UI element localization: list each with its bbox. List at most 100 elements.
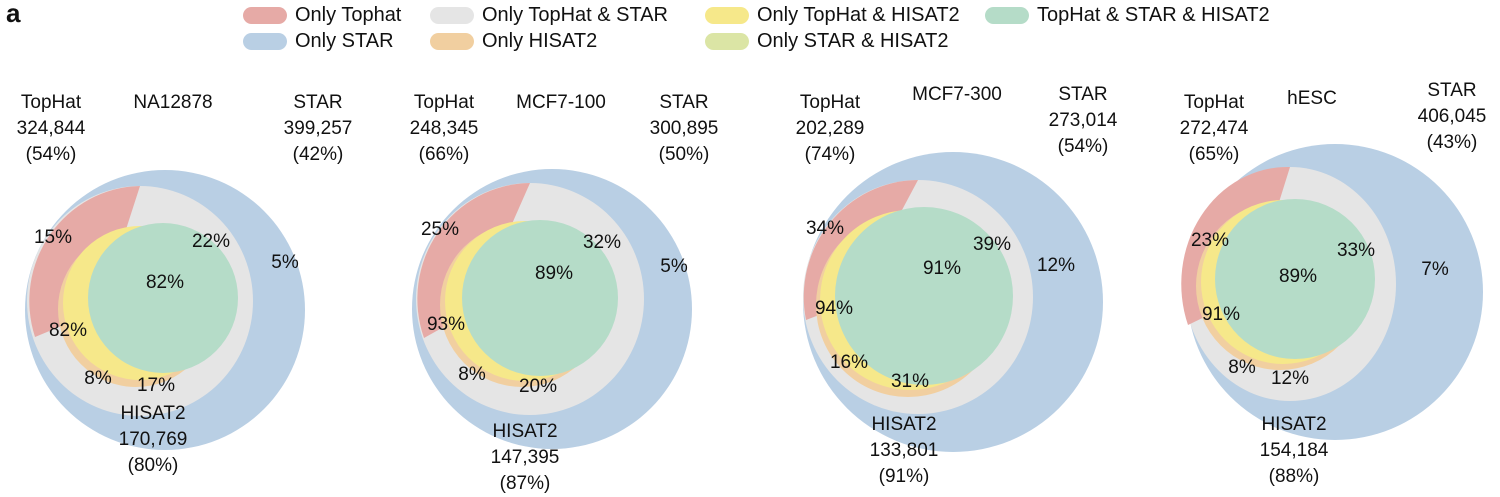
tophat-label: TopHat 324,844 (54%) (8, 90, 94, 168)
legend-item-all-three: TopHat & STAR & HISAT2 (985, 4, 1270, 27)
hisat-name: HISAT2 (492, 421, 558, 442)
star-count: 399,257 (283, 118, 353, 139)
star-name: STAR (1058, 84, 1108, 105)
panel-letter: a (6, 0, 21, 28)
pct-all-three: 89% (1278, 266, 1318, 287)
pct-star-hisat: 31% (890, 371, 930, 392)
pct-tophat-hisat: 94% (814, 298, 854, 319)
legend-label: TopHat & STAR & HISAT2 (1037, 4, 1270, 26)
star-count: 406,045 (1417, 106, 1487, 127)
legend-swatch (243, 7, 287, 24)
pct-tophat-only: 15% (33, 227, 73, 248)
pct-tophat-star: 32% (582, 232, 622, 253)
legend-label: Only Tophat (295, 4, 402, 26)
tophat-count: 272,474 (1179, 118, 1249, 139)
tophat-label: TopHat 248,345 (66%) (398, 90, 490, 168)
hisat-pct: (80%) (127, 455, 179, 476)
tophat-count: 202,289 (795, 118, 865, 139)
venn-title: MCF7-300 (912, 84, 1002, 105)
tophat-pct: (65%) (1188, 144, 1240, 165)
venn-hesc: TopHat 272,474 (65%) hESC STAR 406,045 (… (1140, 80, 1500, 490)
pct-star-only: 5% (660, 256, 688, 277)
legend-label: Only STAR (295, 30, 394, 52)
hisat-count: 154,184 (1259, 440, 1329, 461)
legend: Only Tophat Only STAR Only TopHat & STAR… (0, 0, 1500, 60)
pct-star-only: 5% (271, 252, 299, 273)
star-pct: (43%) (1426, 132, 1478, 153)
pct-tophat-star: 33% (1336, 240, 1376, 261)
tophat-label: TopHat 202,289 (74%) (778, 90, 882, 168)
hisat-count: 133,801 (869, 440, 939, 461)
legend-item-only-star: Only STAR (243, 30, 394, 53)
legend-item-only-tophat-hisat2: Only TopHat & HISAT2 (705, 4, 960, 27)
pct-tophat-only: 34% (805, 218, 845, 239)
star-label: STAR 406,045 (43%) (1407, 78, 1497, 156)
venn-circles (25, 170, 305, 450)
legend-label: Only STAR & HISAT2 (757, 30, 949, 52)
star-label: STAR 399,257 (42%) (268, 90, 368, 168)
star-label: STAR 273,014 (54%) (1033, 82, 1133, 160)
tophat-count: 248,345 (409, 118, 479, 139)
hisat-count: 147,395 (490, 447, 560, 468)
all-three-region (88, 223, 238, 373)
pct-star-only: 12% (1036, 255, 1076, 276)
hisat-count: 170,769 (118, 429, 188, 450)
star-count: 300,895 (649, 118, 719, 139)
pct-tophat-hisat: 91% (1201, 304, 1241, 325)
legend-item-only-hisat2: Only HISAT2 (430, 30, 597, 53)
star-name: STAR (1427, 80, 1477, 101)
tophat-pct: (66%) (418, 144, 470, 165)
legend-swatch (705, 33, 749, 50)
hisat-label: HISAT2 133,801 (91%) (854, 412, 954, 490)
tophat-pct: (54%) (25, 144, 77, 165)
venn-circles (803, 152, 1103, 452)
tophat-pct: (74%) (804, 144, 856, 165)
tophat-count: 324,844 (16, 118, 86, 139)
pct-tophat-hisat: 93% (426, 314, 466, 335)
hisat-label: HISAT2 170,769 (80%) (103, 401, 203, 479)
legend-item-only-tophat-star: Only TopHat & STAR (430, 4, 668, 27)
hisat-pct: (87%) (499, 473, 551, 494)
pct-all-three: 91% (922, 258, 962, 279)
legend-swatch (430, 7, 474, 24)
star-pct: (42%) (292, 144, 344, 165)
pct-tophat-hisat: 82% (48, 320, 88, 341)
legend-swatch (985, 7, 1029, 24)
legend-swatch (243, 33, 287, 50)
hisat-pct: (91%) (878, 466, 930, 487)
tophat-label: TopHat 272,474 (65%) (1176, 90, 1252, 168)
all-three-region (835, 207, 1013, 385)
pct-all-three: 82% (145, 272, 185, 293)
pct-tophat-star: 39% (972, 234, 1012, 255)
pct-tophat-star: 22% (191, 231, 231, 252)
legend-swatch (430, 33, 474, 50)
pct-all-three: 89% (534, 263, 574, 284)
star-pct: (50%) (658, 144, 710, 165)
venn-title: MCF7-100 (516, 92, 606, 113)
legend-item-only-star-hisat2: Only STAR & HISAT2 (705, 30, 949, 53)
legend-swatch (705, 7, 749, 24)
pct-star-hisat: 17% (136, 375, 176, 396)
pct-star-hisat: 12% (1270, 368, 1310, 389)
hisat-name: HISAT2 (120, 403, 186, 424)
venn-mcf7-100: TopHat 248,345 (66%) MCF7-100 STAR 300,8… (384, 80, 759, 494)
tophat-name: TopHat (1183, 92, 1245, 113)
pct-hisat-only: 8% (458, 364, 486, 385)
star-pct: (54%) (1057, 136, 1109, 157)
hisat-name: HISAT2 (1261, 414, 1327, 435)
pct-hisat-only: 8% (84, 368, 112, 389)
venn-title: NA12878 (133, 92, 213, 113)
venn-mcf7-300: TopHat 202,289 (74%) MCF7-300 STAR 273,0… (768, 80, 1143, 490)
legend-label: Only TopHat & STAR (482, 4, 668, 26)
hisat-label: HISAT2 147,395 (87%) (475, 419, 575, 497)
star-count: 273,014 (1048, 110, 1118, 131)
hisat-label: HISAT2 154,184 (88%) (1244, 412, 1344, 490)
pct-star-hisat: 20% (518, 376, 558, 397)
tophat-name: TopHat (20, 92, 82, 113)
pct-hisat-only: 8% (1228, 357, 1256, 378)
all-three-region (462, 220, 618, 376)
pct-hisat-only: 16% (829, 352, 869, 373)
tophat-name: TopHat (413, 92, 475, 113)
venn-circles (412, 169, 692, 449)
legend-label: Only TopHat & HISAT2 (757, 4, 960, 26)
